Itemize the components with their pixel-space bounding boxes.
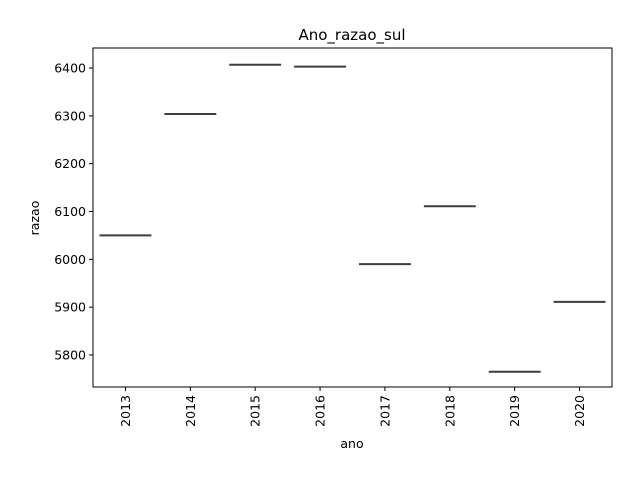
x-tick-label: 2019 [507,395,522,427]
y-tick-label: 6200 [54,156,86,171]
y-tick-label: 6400 [54,61,86,76]
x-tick-label: 2018 [442,395,457,427]
x-tick-label: 2015 [248,395,263,427]
y-axis: 5800 5900 6000 6100 6200 6300 6400 [54,61,93,362]
x-tick-label: 2013 [118,395,133,427]
y-tick-label: 5900 [54,300,86,315]
y-axis-label: razao [27,201,42,236]
x-tick-label: 2017 [377,395,392,427]
y-tick-label: 6300 [54,108,86,123]
plot-area-frame [92,47,613,388]
x-tick-label: 2016 [313,395,328,427]
x-axis-label: ano [340,436,363,451]
chart-title: Ano_razao_sul [298,26,405,45]
y-tick-label: 6000 [54,252,86,267]
x-tick-label: 2020 [572,395,587,427]
y-tick-label: 6100 [54,204,86,219]
plot-marks [99,63,606,373]
y-tick-label: 5800 [54,347,86,362]
x-tick-label: 2014 [183,395,198,427]
x-axis: 2013 2014 2015 2016 2017 2018 2019 2020 [118,387,587,427]
